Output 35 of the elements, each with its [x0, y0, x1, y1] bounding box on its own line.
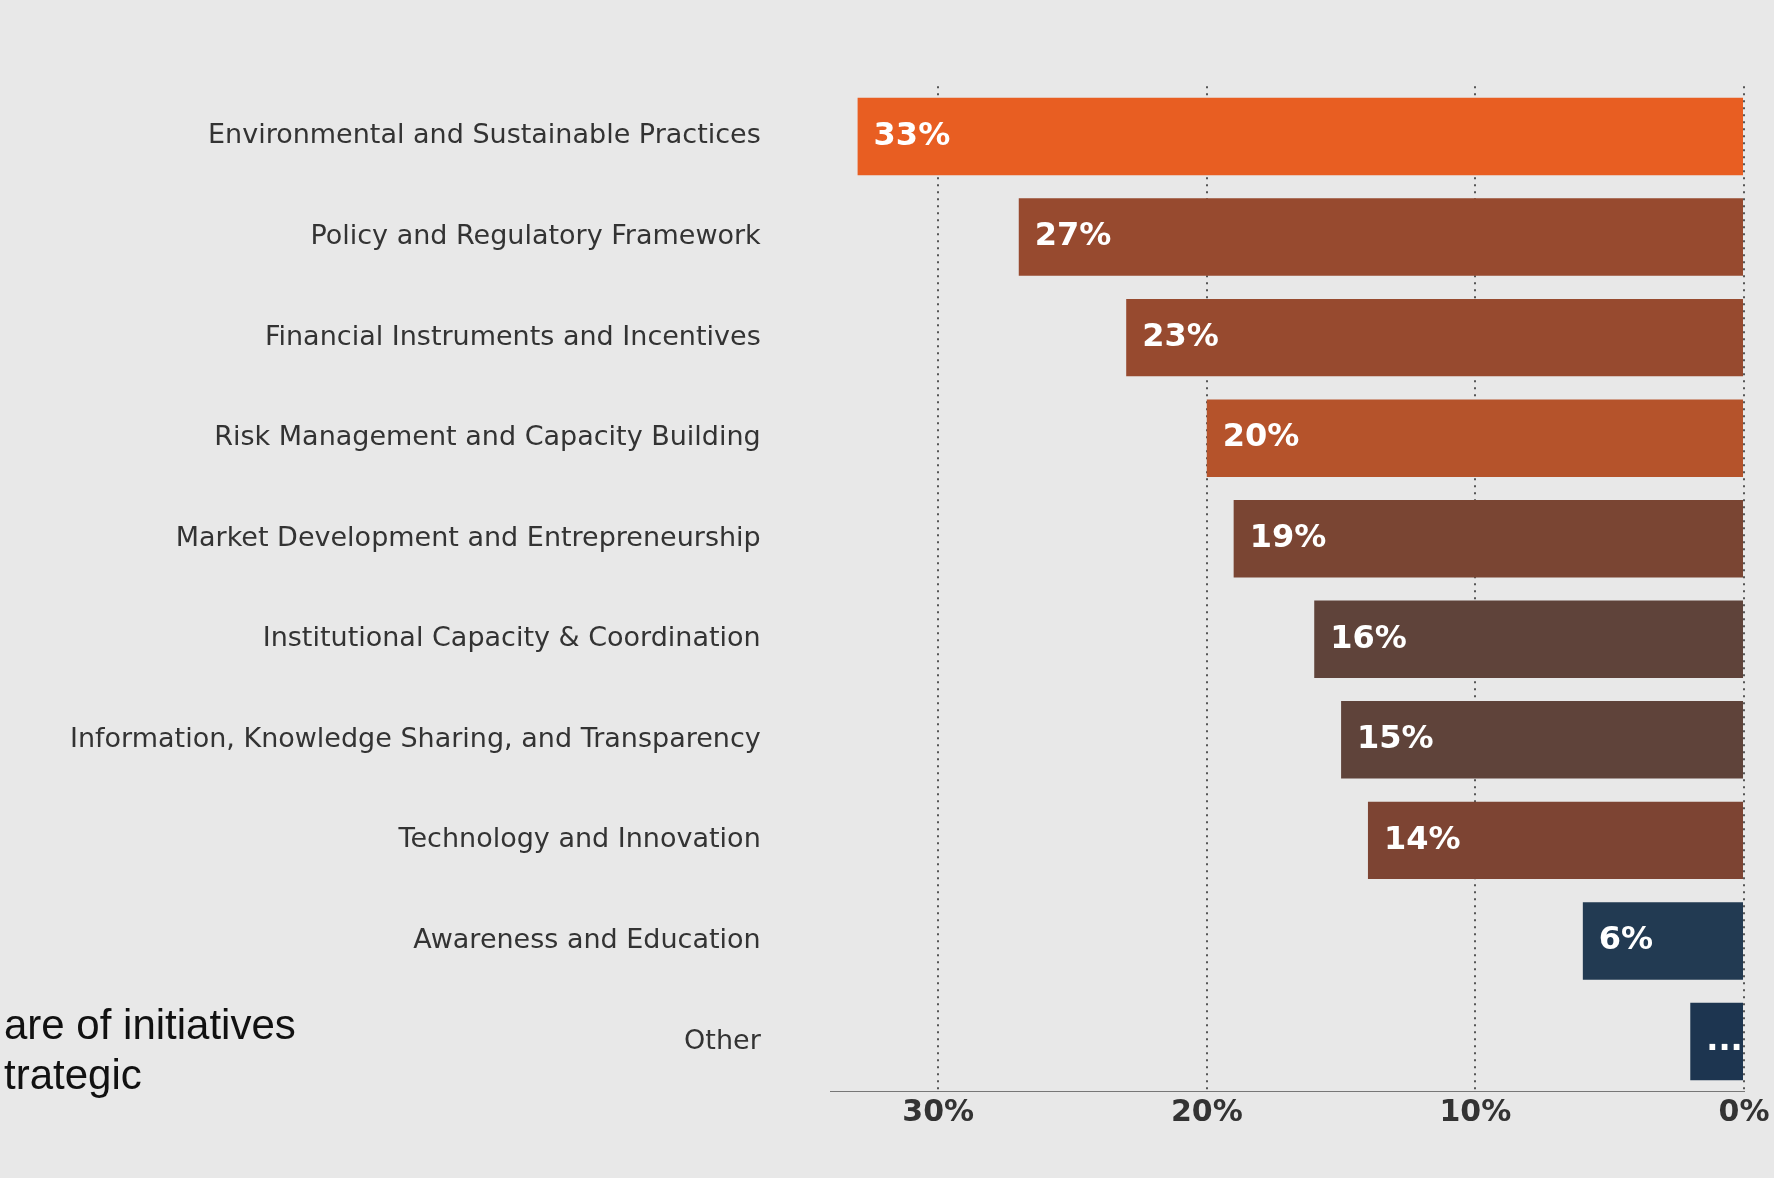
bar: [1690, 1002, 1743, 1081]
x-tick-label: 30%: [902, 1092, 975, 1128]
y-tick-label: Awareness and Education: [413, 922, 761, 954]
y-tick-label: Other: [684, 1023, 762, 1055]
y-tick-label: Financial Instruments and Incentives: [264, 319, 761, 351]
bar: [1018, 198, 1743, 276]
y-tick-label: Environmental and Sustainable Practices: [207, 118, 761, 150]
bar: [1126, 298, 1743, 377]
bar: [857, 97, 1743, 176]
data-label: 14%: [1383, 818, 1461, 857]
data-label: 16%: [1330, 617, 1407, 656]
data-label: 33%: [873, 114, 951, 153]
data-label: 15%: [1357, 718, 1434, 757]
y-tick-label: Technology and Innovation: [397, 822, 761, 854]
bar: [1314, 600, 1743, 678]
bar: [1206, 399, 1743, 477]
bar: [1341, 701, 1743, 779]
bar: [1367, 801, 1743, 880]
data-label: ...: [1706, 1019, 1743, 1058]
x-tick-label: 10%: [1439, 1092, 1512, 1128]
text: are of initiatives trategic: [4, 1000, 296, 1100]
y-tick-label: Market Development and Entrepreneurship: [175, 520, 761, 552]
data-label: 6%: [1598, 919, 1654, 958]
data-label: 27%: [1034, 215, 1112, 254]
data-label: 20%: [1222, 416, 1300, 455]
y-tick-label: Risk Management and Capacity Building: [214, 420, 761, 452]
bar: [1233, 500, 1743, 578]
bar: [1582, 902, 1743, 980]
y-tick-label: Institutional Capacity & Coordination: [262, 621, 761, 653]
x-tick-label: 0%: [1718, 1092, 1770, 1128]
y-tick-label: Policy and Regulatory Framework: [310, 219, 762, 251]
data-label: 23%: [1142, 315, 1219, 354]
x-tick-label: 20%: [1170, 1092, 1243, 1128]
y-tick-label: Information, Knowledge Sharing, and Transparency: [69, 721, 761, 753]
data-label: 19%: [1249, 517, 1327, 556]
